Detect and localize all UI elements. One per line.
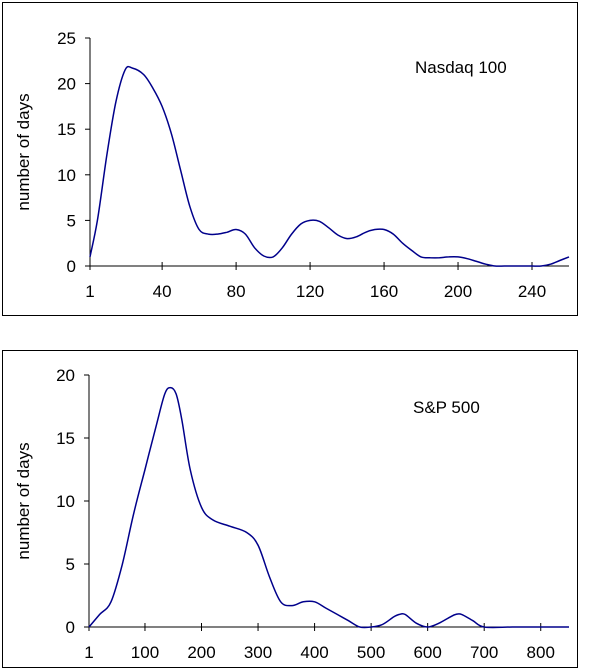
chart-panel-nasdaq: 0 5 10 15 20 25 1 40 80 120 160 200 240 number of day… <box>2 2 578 316</box>
x-tick-label: 600 <box>413 643 441 662</box>
y-tick-label: 10 <box>56 492 75 511</box>
x-tick-label: 240 <box>518 282 546 301</box>
y-tick-label: 0 <box>67 257 76 276</box>
x-tick-label: 300 <box>244 643 272 662</box>
x-tick-label: 120 <box>296 282 324 301</box>
x-tick-label: 400 <box>300 643 328 662</box>
chart-nasdaq: 0 5 10 15 20 25 1 40 80 120 160 200 240 number of day… <box>14 29 570 301</box>
x-tick-label: 700 <box>470 643 498 662</box>
x-tick-label: 800 <box>527 643 555 662</box>
y-tick-label: 20 <box>57 75 76 94</box>
y-tick-label: 25 <box>57 29 76 48</box>
x-tick-label: 500 <box>357 643 385 662</box>
sp500-series-line <box>88 386 569 629</box>
nasdaq-series-line <box>89 65 570 267</box>
y-tick-label: 15 <box>56 429 75 448</box>
chart-panel-sp500: 0 5 10 15 20 1 100 200 300 400 500 600 700 800 number … <box>2 350 578 668</box>
x-tick-label: 80 <box>227 282 246 301</box>
y-tick-label: 15 <box>57 120 76 139</box>
x-tick-label: 200 <box>444 282 472 301</box>
x-tick-label: 100 <box>131 643 159 662</box>
series-annotation: S&P 500 <box>413 398 480 417</box>
y-axis-label: number of days <box>14 93 33 210</box>
y-tick-label: 20 <box>56 366 75 385</box>
x-tick-label: 1 <box>85 282 94 301</box>
x-tick-label: 1 <box>84 643 93 662</box>
y-axis-label: number of days <box>14 442 33 559</box>
y-tick-label: 10 <box>57 166 76 185</box>
x-tick-label: 200 <box>187 643 215 662</box>
series-annotation: Nasdaq 100 <box>415 58 507 77</box>
y-tick-label: 5 <box>66 555 75 574</box>
chart-sp500: 0 5 10 15 20 1 100 200 300 400 500 600 700 800 number … <box>14 366 569 662</box>
y-tick-label: 5 <box>67 211 76 230</box>
y-tick-label: 0 <box>66 618 75 637</box>
x-tick-label: 40 <box>153 282 172 301</box>
x-tick-label: 160 <box>370 282 398 301</box>
